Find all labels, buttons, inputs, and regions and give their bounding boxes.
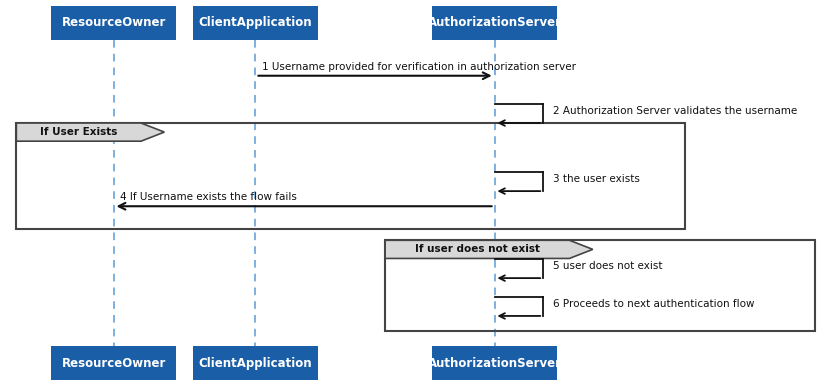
Bar (193, 346, 318, 380)
Text: If User Exists: If User Exists (40, 127, 117, 137)
Text: ClientApplication: ClientApplication (198, 16, 313, 29)
Text: 6 Proceeds to next authentication flow: 6 Proceeds to next authentication flow (553, 299, 754, 309)
Text: If user does not exist: If user does not exist (415, 244, 540, 254)
Text: ResourceOwner: ResourceOwner (61, 357, 166, 370)
Text: 2 Authorization Server validates the username: 2 Authorization Server validates the use… (553, 106, 797, 116)
Text: 4 If Username exists the flow fails: 4 If Username exists the flow fails (120, 193, 297, 202)
Bar (50, 6, 176, 40)
Text: 1 Username provided for verification in authorization server: 1 Username provided for verification in … (262, 62, 576, 72)
Bar (432, 346, 557, 380)
Polygon shape (17, 123, 165, 141)
Bar (17, 123, 685, 229)
Text: AuthorizationServer: AuthorizationServer (428, 16, 562, 29)
Text: AuthorizationServer: AuthorizationServer (428, 357, 562, 370)
Bar (193, 6, 318, 40)
Text: ClientApplication: ClientApplication (198, 357, 313, 370)
Bar (432, 6, 557, 40)
Bar (385, 240, 815, 331)
Polygon shape (385, 240, 593, 259)
Text: 3 the user exists: 3 the user exists (553, 174, 640, 184)
Text: 5 user does not exist: 5 user does not exist (553, 261, 662, 271)
Text: ResourceOwner: ResourceOwner (61, 16, 166, 29)
Bar (50, 346, 176, 380)
